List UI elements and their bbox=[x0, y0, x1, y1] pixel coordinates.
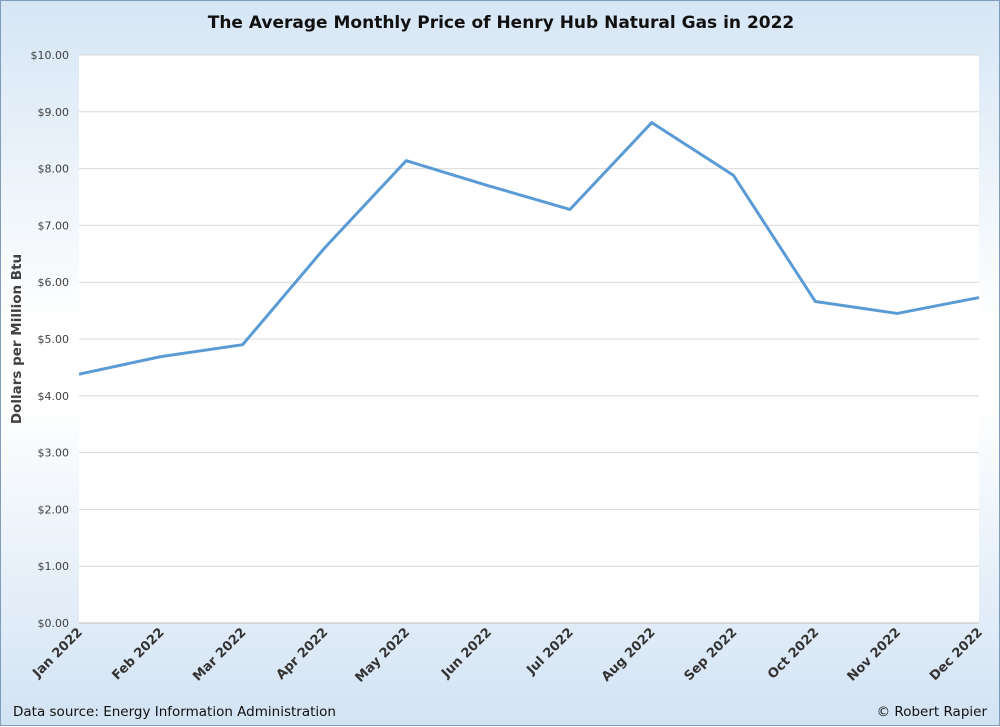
y-tick-label: $10.00 bbox=[31, 49, 70, 62]
x-tick-label: Feb 2022 bbox=[110, 625, 168, 683]
y-tick-label: $9.00 bbox=[38, 106, 70, 119]
y-tick-label: $2.00 bbox=[38, 503, 70, 516]
x-axis-ticks: Jan 2022 Feb 2022 Mar 2022 Apr 2022 May 2022… bbox=[30, 625, 986, 685]
y-tick-label: $4.00 bbox=[38, 390, 70, 403]
gridlines bbox=[79, 54, 979, 624]
x-tick-label: Jul 2022 bbox=[524, 625, 577, 678]
x-tick-label: Dec 2022 bbox=[927, 625, 986, 684]
y-tick-label: $0.00 bbox=[38, 617, 70, 630]
data-source-note: Data source: Energy Information Administ… bbox=[13, 704, 336, 720]
x-tick-label: Apr 2022 bbox=[274, 625, 332, 683]
y-tick-label: $6.00 bbox=[38, 276, 70, 289]
y-axis-label: Dollars per Million Btu bbox=[9, 254, 25, 424]
y-tick-label: $3.00 bbox=[38, 447, 70, 460]
x-tick-label: May 2022 bbox=[353, 625, 413, 685]
y-tick-label: $7.00 bbox=[38, 219, 70, 232]
y-tick-label: $5.00 bbox=[38, 333, 70, 346]
y-tick-label: $1.00 bbox=[38, 560, 70, 573]
series-group bbox=[78, 121, 980, 376]
x-tick-label: Jun 2022 bbox=[438, 625, 495, 682]
x-tick-label: Aug 2022 bbox=[599, 625, 659, 685]
copyright-credit: © Robert Rapier bbox=[876, 704, 987, 720]
y-axis-ticks: $0.00 $1.00 $2.00 $3.00 $4.00 $5.00 $6.00 $7.00… bbox=[31, 49, 70, 630]
chart-title: The Average Monthly Price of Henry Hub N… bbox=[207, 13, 795, 33]
series-line bbox=[78, 121, 980, 376]
x-tick-label: Jan 2022 bbox=[30, 625, 86, 681]
x-tick-label: Sep 2022 bbox=[682, 625, 741, 684]
x-tick-label: Oct 2022 bbox=[765, 625, 822, 682]
y-tick-label: $8.00 bbox=[38, 163, 70, 176]
x-tick-label: Mar 2022 bbox=[190, 625, 249, 684]
x-tick-label: Nov 2022 bbox=[845, 625, 904, 684]
